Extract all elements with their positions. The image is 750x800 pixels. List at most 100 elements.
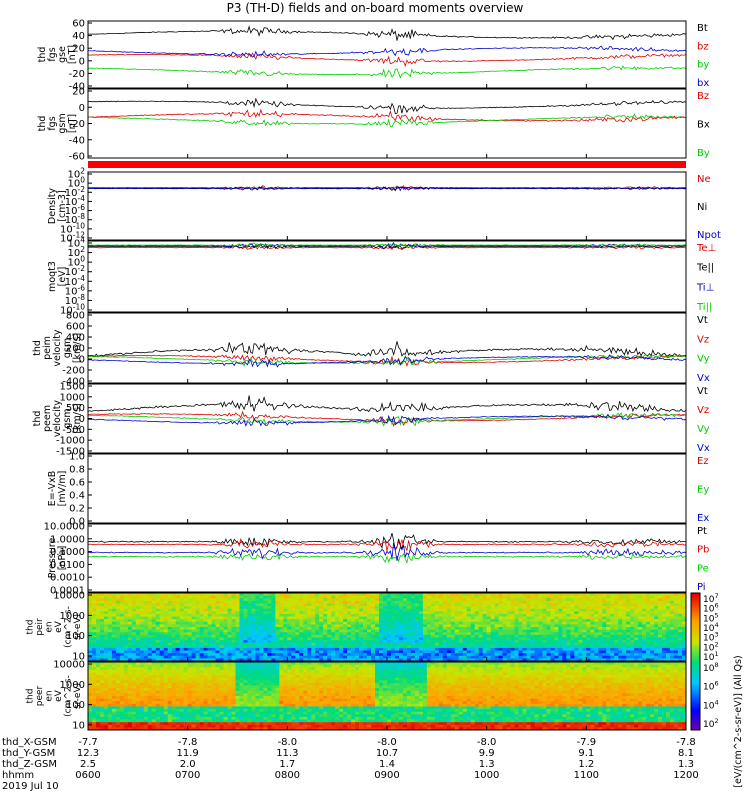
spectrogram-cell	[147, 621, 153, 625]
spectrogram-cell	[88, 642, 93, 646]
spectrogram-cell	[151, 655, 157, 659]
spectrogram-cell	[438, 658, 444, 662]
spectrogram-cell	[566, 608, 571, 612]
spectrogram-cell	[323, 629, 328, 633]
spectrogram-cell	[470, 611, 476, 615]
spectrogram-cell	[171, 680, 177, 684]
spectrogram-cell	[91, 682, 97, 686]
spectrogram-cell	[634, 624, 639, 628]
spectrogram-cell	[594, 642, 599, 646]
spectrogram-cell	[682, 637, 687, 641]
spectrogram-cell	[390, 637, 396, 641]
spectrogram-cell	[486, 608, 491, 612]
spectrogram-cell	[275, 627, 280, 630]
spectrogram-cell	[99, 637, 105, 641]
spectrogram-cell	[347, 653, 352, 657]
spectrogram-cell	[367, 611, 372, 615]
spectrogram-cell	[183, 619, 188, 623]
spectrogram-cell	[143, 690, 149, 694]
spectrogram-cell	[307, 655, 312, 659]
spectrogram-cell	[650, 650, 655, 654]
spectrogram-cell	[195, 634, 200, 638]
spectrogram-cell	[207, 680, 212, 684]
ytick-label-fgs_gsm: -60	[69, 152, 85, 163]
spectrogram-cell	[414, 632, 420, 636]
spectrogram-cell	[514, 634, 519, 638]
spectrogram-cell	[498, 647, 503, 651]
spectrogram-cell	[331, 650, 336, 654]
spectrogram-cell	[458, 608, 464, 612]
spectrogram-cell	[390, 658, 396, 662]
spectrogram-cell	[367, 624, 372, 628]
spectrogram-cell	[323, 598, 328, 602]
spectrogram-cell	[558, 629, 563, 633]
spectrogram-cell	[610, 616, 615, 620]
spectrogram-cell	[183, 690, 188, 694]
spectrogram-cell	[123, 724, 129, 728]
spectrogram-cell	[287, 598, 292, 602]
spectrogram-cell	[191, 624, 196, 628]
spectrogram-cell	[95, 662, 101, 665]
spectrogram-cell	[506, 658, 511, 662]
spectrogram-cell	[618, 645, 623, 649]
spectrogram-cell	[602, 650, 607, 654]
spectrogram-cell	[538, 606, 543, 609]
spectrogram-cell	[203, 593, 208, 596]
spectrogram-cell	[235, 642, 240, 646]
spectrogram-cell	[199, 669, 204, 673]
legend-fgs_gse-bz: bz	[697, 41, 709, 52]
spectrogram-cell	[402, 598, 408, 602]
spectrogram-cell	[363, 645, 368, 649]
spectrogram-cell	[207, 645, 212, 649]
panel-density: 10210010-210-410-610-810-1010-12Density[…	[47, 167, 721, 245]
spectrogram-cell	[422, 621, 428, 625]
spectrogram-cell	[646, 650, 651, 654]
spectrogram-cell	[187, 662, 192, 665]
spectrogram-cell	[91, 711, 97, 715]
spectrogram-cell	[115, 685, 121, 689]
spectrogram-cell	[614, 647, 619, 651]
spectrogram-cell	[291, 640, 296, 643]
spectrogram-cell	[478, 637, 483, 641]
spectrogram-cell	[111, 640, 117, 643]
spectrogram-cell	[275, 650, 280, 654]
spectrogram-cell	[478, 595, 483, 599]
spectrogram-cell	[442, 642, 448, 646]
spectrogram-cell	[211, 709, 216, 712]
spectrogram-cell	[486, 629, 491, 633]
spectrogram-cell	[343, 658, 348, 662]
spectrogram-cell	[207, 709, 212, 712]
spectrogram-cell	[219, 680, 224, 684]
spectrogram-cell	[498, 616, 503, 620]
spectrogram-cell	[91, 706, 97, 710]
spectrogram-cell	[135, 624, 141, 628]
spectrogram-cell	[143, 709, 149, 712]
spectrogram-cell	[674, 608, 679, 612]
spectrogram-cell	[295, 611, 300, 615]
ytick-label-pressure: 10.0000	[44, 522, 85, 533]
spectrogram-cell	[319, 616, 324, 620]
spectrogram-cell	[646, 642, 651, 646]
spectrogram-cell	[179, 714, 184, 718]
spectrogram-cell	[558, 642, 563, 646]
spectrogram-cell	[630, 637, 635, 641]
spectrogram-cell	[235, 653, 240, 657]
spectrogram-cell	[562, 624, 567, 628]
spectrogram-cell	[343, 632, 348, 636]
spectrogram-cell	[486, 637, 491, 641]
spectrogram-cell	[199, 675, 204, 678]
spectrogram-cell	[550, 600, 555, 604]
spectrogram-cell	[550, 611, 555, 615]
spectrogram-cell	[618, 595, 623, 599]
spectrogram-cell	[167, 698, 173, 702]
spectrogram-cell	[295, 606, 300, 609]
spectrogram-cell	[626, 647, 631, 651]
spectrogram-cell	[215, 672, 220, 676]
ylabel-efield: E=-VxB	[47, 471, 58, 506]
spectrogram-cell	[630, 627, 635, 630]
spectrogram-cell	[135, 698, 141, 702]
spectrogram-cell	[359, 619, 364, 623]
spectrogram-cell	[147, 613, 153, 617]
spectrogram-cell	[462, 608, 468, 612]
series-density-Npot	[88, 185, 687, 192]
